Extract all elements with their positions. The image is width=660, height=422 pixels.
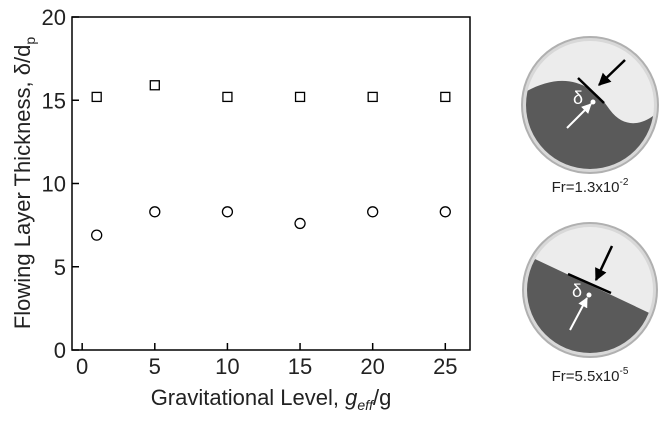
y-tick-label: 15 — [42, 88, 66, 113]
point — [367, 206, 379, 218]
caption-sup: -2 — [620, 177, 629, 188]
inset-bed — [526, 80, 654, 169]
caption-text: Fr=5.5x10 — [552, 368, 620, 385]
caption-sup: -5 — [620, 366, 629, 377]
inset-bed — [527, 252, 653, 353]
point — [149, 80, 160, 91]
inset-dot — [590, 99, 596, 105]
y-label-text: Flowing Layer Thickness, — [10, 75, 35, 329]
x-tick-label: 20 — [360, 354, 384, 379]
point — [294, 217, 306, 230]
point — [294, 91, 306, 103]
x-tick-label: 0 — [76, 354, 88, 379]
point — [91, 91, 102, 103]
plot-frame — [71, 16, 471, 351]
y-tick-label: 20 — [42, 5, 66, 30]
y-tick-label: 10 — [42, 172, 66, 197]
inset-arrow — [566, 103, 592, 129]
inset-arrow — [594, 245, 614, 282]
x-tick-label: 25 — [433, 354, 457, 379]
x-axis-label: Gravitational Level, geff/g — [151, 385, 392, 413]
point — [367, 91, 378, 103]
x-tick-label: 15 — [288, 354, 312, 379]
inset-caption: Fr=5.5x10-5 — [552, 366, 629, 385]
inset-symbol: δ — [573, 88, 583, 108]
caption-text: Fr=1.3x10 — [552, 179, 620, 196]
inset-symbol: δ — [572, 281, 582, 301]
point — [91, 229, 103, 241]
x-tick-label: 5 — [149, 354, 161, 379]
inset-arrow — [569, 297, 588, 331]
y-label-var: δ/d — [10, 45, 35, 76]
x-label-var: g — [345, 385, 358, 410]
point — [222, 91, 233, 103]
inset-1: δ Fr=1.3x10-2 — [521, 36, 659, 196]
x-label-sub: eff — [357, 397, 375, 413]
inset-dot — [586, 292, 592, 298]
point — [221, 206, 234, 218]
inset-caption: Fr=1.3x10-2 — [552, 177, 629, 196]
inset-line — [577, 77, 605, 104]
y-tick-label: 0 — [54, 338, 66, 363]
y-label-sub: p — [22, 37, 38, 45]
inset-2: δ Fr=5.5x10-5 — [522, 222, 658, 385]
point — [149, 206, 161, 218]
x-label-text: Gravitational Level, — [151, 385, 345, 410]
x-tick-label: 10 — [215, 354, 239, 379]
x-label-tail: /g — [373, 385, 391, 410]
point — [440, 91, 451, 103]
y-axis-label: Flowing Layer Thickness, δ/dp — [10, 37, 38, 330]
inset-line — [567, 272, 612, 295]
inset-arrow — [598, 59, 626, 86]
y-tick-label: 5 — [54, 255, 66, 280]
point — [439, 206, 451, 218]
